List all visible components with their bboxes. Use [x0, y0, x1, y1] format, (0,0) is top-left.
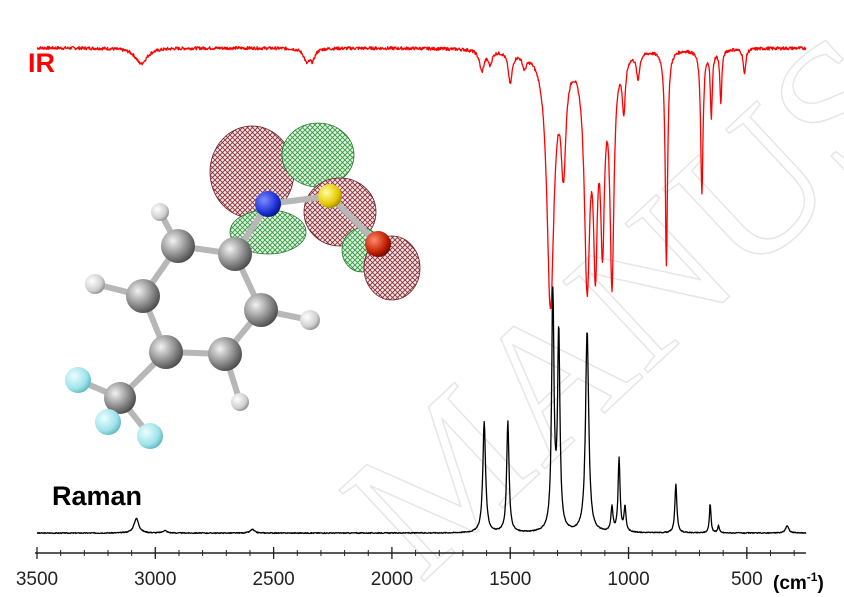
orbital-lobes	[209, 122, 421, 301]
x-axis-unit-sup: -1	[807, 570, 818, 584]
ir-series	[36, 45, 807, 310]
raman-spectrum-line	[36, 286, 807, 535]
x-tick-label: 3000	[134, 569, 176, 590]
x-axis-unit-close: )	[817, 573, 823, 594]
x-tick-label: 3500	[16, 569, 58, 590]
ir-spectrum-line	[36, 45, 807, 310]
raman-series	[36, 286, 807, 535]
molecule-inset	[65, 122, 421, 449]
x-axis: 3500 3000 2500 2000 1500 1000 500	[16, 547, 806, 590]
molecule-atoms	[65, 184, 391, 449]
x-tick-label: 1000	[607, 569, 649, 590]
x-tick-label: 2000	[371, 569, 413, 590]
x-axis-unit-base: (cm	[773, 573, 807, 594]
x-tick-label: 1500	[489, 569, 531, 590]
ir-label: IR	[28, 48, 55, 78]
raman-label: Raman	[52, 481, 142, 511]
x-tick-label: 500	[731, 569, 763, 590]
x-tick-label: 2500	[252, 569, 294, 590]
x-axis-unit-label: (cm-1)	[773, 570, 824, 594]
